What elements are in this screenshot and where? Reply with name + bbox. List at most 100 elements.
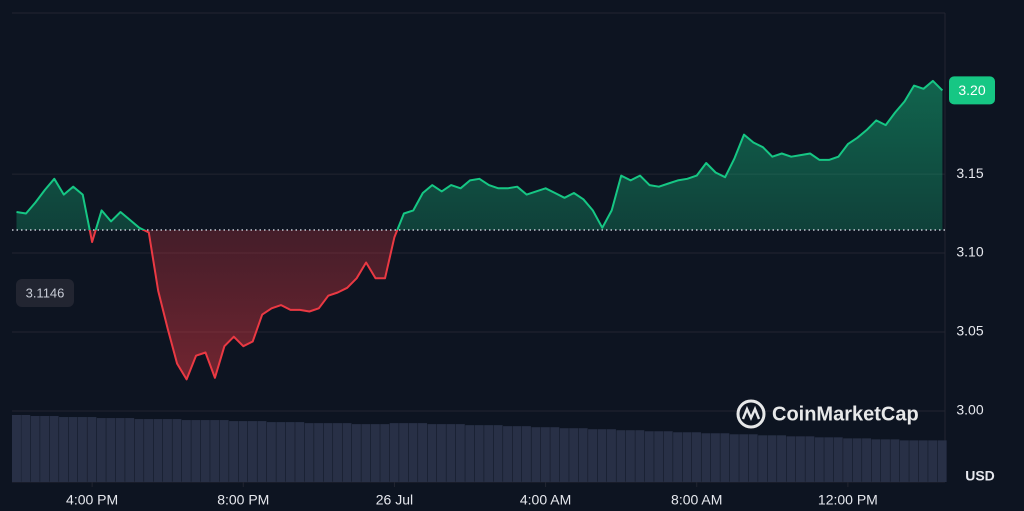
y-tick-label: 3.10 — [956, 244, 983, 260]
volume-bar — [597, 429, 607, 482]
brand: CoinMarketCap — [772, 403, 919, 425]
volume-bar — [710, 433, 720, 482]
volume-bar — [172, 419, 182, 482]
volume-bar — [446, 424, 456, 482]
volume-bar — [125, 418, 135, 482]
volume-bar — [616, 430, 626, 482]
volume-bar — [12, 415, 21, 482]
volume-bar — [247, 421, 257, 482]
x-tick-label: 8:00 PM — [217, 492, 269, 508]
volume-bar — [219, 420, 229, 482]
baseline-pill — [16, 279, 74, 307]
volume-bar — [134, 419, 144, 482]
volume-bar — [200, 420, 210, 482]
y-tick-label: 3.15 — [956, 165, 983, 181]
volume-bar — [588, 429, 598, 482]
volume-bar — [210, 420, 220, 482]
volume-bar — [748, 434, 758, 482]
volume-bar — [351, 424, 361, 482]
volume-bar — [40, 416, 50, 482]
volume-bar — [880, 439, 890, 482]
volume-bar — [361, 424, 371, 482]
volume-bar — [786, 436, 796, 482]
volume-bar — [49, 416, 59, 482]
volume-bar — [106, 418, 116, 482]
volume-bar — [644, 431, 654, 482]
volume-bar — [266, 422, 276, 482]
volume-bar — [578, 428, 588, 482]
x-tick-label: 4:00 PM — [66, 492, 118, 508]
volume-bar — [380, 424, 390, 482]
volume-bar — [68, 417, 78, 482]
volume-bar — [862, 438, 872, 482]
watermark: CoinMarketCap — [736, 399, 919, 429]
volume-bar — [465, 425, 475, 482]
volume-bar — [512, 426, 522, 482]
volume-bar — [285, 422, 295, 482]
volume-bar — [833, 437, 843, 482]
volume-bar — [191, 420, 201, 482]
volume-bar — [758, 435, 768, 482]
volume-bar — [77, 417, 87, 482]
volume-bar — [408, 423, 418, 482]
volume-bar — [843, 438, 853, 482]
x-tick-label: 8:00 AM — [671, 492, 722, 508]
volume-bar — [229, 421, 239, 482]
volume-bar — [777, 435, 787, 482]
volume-bar — [852, 438, 862, 482]
volume-bar — [739, 434, 749, 482]
volume-bar — [474, 425, 484, 482]
volume-bar — [909, 440, 919, 482]
volume-bar — [115, 418, 125, 482]
volume-bar — [729, 434, 739, 482]
volume-bar — [295, 422, 305, 482]
volume-bar — [531, 427, 541, 482]
volume-bar — [493, 425, 503, 482]
y-tick-label: 3.05 — [956, 323, 983, 339]
volume-bar — [540, 427, 550, 482]
volume-bar — [304, 423, 314, 482]
x-tick-label: 26 Jul — [376, 492, 413, 508]
volume-bar — [153, 419, 163, 482]
volume-bar — [418, 423, 428, 482]
volume-bar — [814, 437, 824, 482]
volume-bar — [427, 424, 437, 482]
volume-bar — [314, 423, 324, 482]
volume-bar — [59, 417, 69, 482]
volume-bar — [663, 431, 673, 482]
volume-bar — [521, 426, 531, 482]
volume-bar — [701, 433, 711, 482]
volume-bar — [162, 419, 172, 482]
volume-bar — [682, 432, 692, 482]
last-price-label: 3.20 — [958, 82, 985, 98]
volume-bar — [503, 426, 513, 482]
volume-bar — [30, 416, 40, 482]
volume-bar — [720, 433, 730, 482]
volume-bar — [559, 428, 569, 482]
volume-bar — [370, 424, 380, 482]
volume-bar — [795, 436, 805, 482]
volume-bar — [692, 432, 701, 482]
x-tick-label: 12:00 PM — [818, 492, 878, 508]
volume-bar — [673, 432, 683, 482]
volume-bar — [181, 420, 191, 482]
volume-bar — [890, 439, 900, 482]
area-down — [16, 229, 943, 380]
volume-bar — [918, 440, 928, 482]
volume-bar — [276, 422, 286, 482]
volume-bar — [484, 425, 494, 482]
volume-bar — [569, 428, 579, 482]
volume-bar — [767, 435, 777, 482]
x-tick-label: 4:00 AM — [520, 492, 571, 508]
volume-bar — [96, 418, 106, 482]
volume-bar — [824, 437, 834, 482]
baseline-label: 3.1146 — [26, 285, 65, 300]
volume-bar — [635, 430, 645, 482]
price-line-down — [88, 229, 399, 381]
volume-bar — [342, 423, 352, 482]
area-up — [16, 80, 943, 230]
volume-bar — [654, 431, 664, 482]
volume-bar — [257, 421, 267, 482]
volume-bar — [399, 423, 409, 482]
